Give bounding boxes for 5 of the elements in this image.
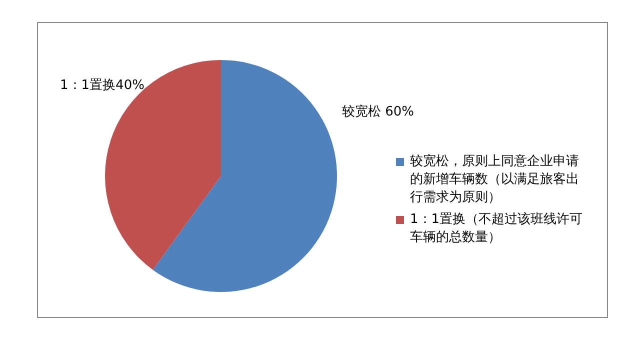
legend-label: 较宽松，原则上同意企业申请的新增车辆数（以满足旅客出行需求为原则） — [410, 153, 580, 207]
data-label: 1：1置换40% — [60, 78, 144, 94]
pie-slice — [152, 60, 337, 292]
data-label: 较宽松 60% — [342, 104, 414, 120]
legend-label: 1：1置换（不超过该班线许可车辆的总数量） — [410, 211, 584, 247]
